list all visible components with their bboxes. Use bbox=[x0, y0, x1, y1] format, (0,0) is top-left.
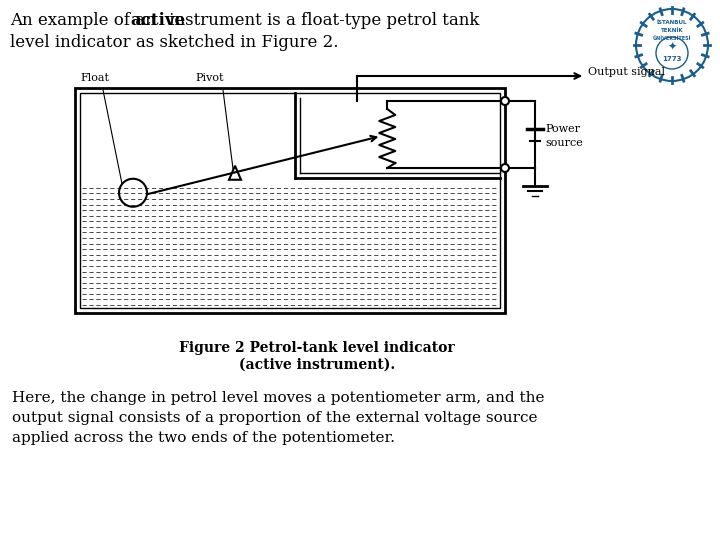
Text: Pivot: Pivot bbox=[195, 73, 223, 83]
Text: instrument is a float-type petrol tank: instrument is a float-type petrol tank bbox=[164, 12, 480, 29]
Circle shape bbox=[501, 164, 509, 172]
Text: Output signal: Output signal bbox=[588, 67, 665, 77]
Text: ✦: ✦ bbox=[667, 42, 677, 52]
Text: 1773: 1773 bbox=[662, 56, 682, 62]
Text: Here, the change in petrol level moves a potentiometer arm, and the: Here, the change in petrol level moves a… bbox=[12, 391, 544, 405]
Text: ÜNİVERSİTESİ: ÜNİVERSİTESİ bbox=[653, 37, 691, 42]
Text: active: active bbox=[130, 12, 185, 29]
Text: Figure 2 Petrol-tank level indicator: Figure 2 Petrol-tank level indicator bbox=[179, 341, 454, 355]
Text: Float: Float bbox=[80, 73, 109, 83]
Text: applied across the two ends of the potentiometer.: applied across the two ends of the poten… bbox=[12, 431, 395, 445]
Text: level indicator as sketched in Figure 2.: level indicator as sketched in Figure 2. bbox=[10, 34, 338, 51]
Bar bbox=[75, 88, 505, 313]
Text: (active instrument).: (active instrument). bbox=[238, 358, 395, 372]
Bar bbox=[80, 93, 500, 308]
Text: output signal consists of a proportion of the external voltage source: output signal consists of a proportion o… bbox=[12, 411, 538, 425]
Text: source: source bbox=[545, 138, 582, 147]
Text: TEKNİK: TEKNİK bbox=[661, 29, 683, 33]
Circle shape bbox=[501, 97, 509, 105]
Text: An example of an: An example of an bbox=[10, 12, 161, 29]
Text: Power: Power bbox=[545, 125, 580, 134]
Text: İSTANBUL: İSTANBUL bbox=[657, 21, 688, 25]
